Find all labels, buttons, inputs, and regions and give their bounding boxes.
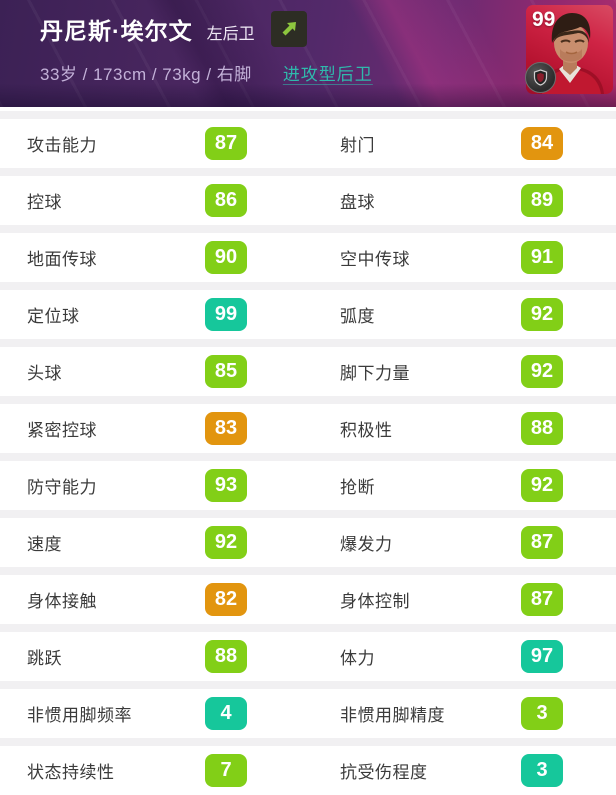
stat-label: 身体控制 bbox=[340, 592, 410, 611]
stat-row: 紧密控球 83 积极性 88 bbox=[0, 396, 616, 453]
stat-label: 速度 bbox=[27, 535, 62, 554]
stat-value-badge: 3 bbox=[521, 754, 563, 787]
player-stats-list: 攻击能力 87 射门 84 控球 86 盘球 89 地面传球 90 空中传球 9… bbox=[0, 107, 616, 795]
stat-row: 定位球 99 弧度 92 bbox=[0, 282, 616, 339]
stat-value-badge: 87 bbox=[521, 526, 563, 559]
stat-value-badge: 85 bbox=[205, 355, 247, 388]
stat-cell: 定位球 99 bbox=[0, 290, 308, 339]
stat-label: 非惯用脚精度 bbox=[340, 706, 445, 725]
stat-row: 速度 92 爆发力 87 bbox=[0, 510, 616, 567]
stat-cell: 积极性 88 bbox=[308, 404, 616, 453]
player-portrait bbox=[538, 13, 604, 94]
stat-label: 抢断 bbox=[340, 478, 375, 497]
club-shield-icon bbox=[533, 69, 548, 86]
stat-label: 体力 bbox=[340, 649, 375, 668]
playing-style-link[interactable]: 进攻型后卫 bbox=[282, 65, 373, 84]
stat-label: 射门 bbox=[340, 136, 375, 155]
stat-cell: 攻击能力 87 bbox=[0, 119, 308, 168]
stat-row: 地面传球 90 空中传球 91 bbox=[0, 225, 616, 282]
stat-label: 状态持续性 bbox=[27, 763, 115, 782]
stat-cell: 弧度 92 bbox=[308, 290, 616, 339]
stat-cell: 头球 85 bbox=[0, 347, 308, 396]
stat-value-badge: 93 bbox=[205, 469, 247, 502]
stat-label: 空中传球 bbox=[340, 250, 410, 269]
stat-value-badge: 82 bbox=[205, 583, 247, 616]
stat-row: 控球 86 盘球 89 bbox=[0, 168, 616, 225]
stat-cell: 控球 86 bbox=[0, 176, 308, 225]
stat-label: 积极性 bbox=[340, 421, 393, 440]
stat-cell: 体力 97 bbox=[308, 632, 616, 681]
club-badge bbox=[525, 62, 556, 93]
stat-label: 跳跃 bbox=[27, 649, 62, 668]
stat-value-badge: 88 bbox=[205, 640, 247, 673]
stat-value-badge: 84 bbox=[521, 127, 563, 160]
stat-cell: 紧密控球 83 bbox=[0, 404, 308, 453]
player-card-background bbox=[526, 5, 613, 94]
stat-value-badge: 92 bbox=[521, 469, 563, 502]
stat-value-badge: 89 bbox=[521, 184, 563, 217]
stat-row: 跳跃 88 体力 97 bbox=[0, 624, 616, 681]
stat-row: 状态持续性 7 抗受伤程度 3 bbox=[0, 738, 616, 795]
stat-value-badge: 3 bbox=[521, 697, 563, 730]
stat-cell: 跳跃 88 bbox=[0, 632, 308, 681]
stat-cell: 脚下力量 92 bbox=[308, 347, 616, 396]
stat-label: 地面传球 bbox=[27, 250, 97, 269]
stat-label: 定位球 bbox=[27, 307, 80, 326]
stat-value-badge: 92 bbox=[205, 526, 247, 559]
stat-label: 头球 bbox=[27, 364, 62, 383]
stat-cell: 地面传球 90 bbox=[0, 233, 308, 282]
stat-label: 控球 bbox=[27, 193, 62, 212]
stat-cell: 防守能力 93 bbox=[0, 461, 308, 510]
player-header: 丹尼斯·埃尔文 左后卫 33岁 / 173cm / 73kg / 右脚 进攻型后… bbox=[0, 0, 616, 107]
stat-label: 抗受伤程度 bbox=[340, 763, 428, 782]
stat-cell: 抗受伤程度 3 bbox=[308, 746, 616, 795]
stat-label: 脚下力量 bbox=[340, 364, 410, 383]
stat-value-badge: 97 bbox=[521, 640, 563, 673]
stat-cell: 抢断 92 bbox=[308, 461, 616, 510]
form-trend-badge bbox=[270, 11, 307, 47]
stat-value-badge: 92 bbox=[521, 298, 563, 331]
stat-cell: 身体控制 87 bbox=[308, 575, 616, 624]
stat-label: 非惯用脚频率 bbox=[27, 706, 132, 725]
stat-label: 攻击能力 bbox=[27, 136, 97, 155]
player-position: 左后卫 bbox=[206, 25, 255, 43]
stat-value-badge: 7 bbox=[205, 754, 247, 787]
stat-value-badge: 87 bbox=[205, 127, 247, 160]
stat-value-badge: 87 bbox=[521, 583, 563, 616]
stat-cell: 非惯用脚精度 3 bbox=[308, 689, 616, 738]
stat-cell: 空中传球 91 bbox=[308, 233, 616, 282]
stat-row: 防守能力 93 抢断 92 bbox=[0, 453, 616, 510]
arrow-up-right-icon bbox=[282, 22, 296, 36]
player-name: 丹尼斯·埃尔文 bbox=[40, 18, 193, 44]
player-bio-info: 33岁 / 173cm / 73kg / 右脚 bbox=[40, 65, 252, 84]
stat-cell: 非惯用脚频率 4 bbox=[0, 689, 308, 738]
stat-label: 弧度 bbox=[340, 307, 375, 326]
stat-label: 爆发力 bbox=[340, 535, 393, 554]
stat-value-badge: 92 bbox=[521, 355, 563, 388]
stat-value-badge: 83 bbox=[205, 412, 247, 445]
player-overall-rating: 99 bbox=[532, 8, 556, 31]
stat-row: 头球 85 脚下力量 92 bbox=[0, 339, 616, 396]
stat-value-badge: 88 bbox=[521, 412, 563, 445]
stat-value-badge: 99 bbox=[205, 298, 247, 331]
stat-label: 盘球 bbox=[340, 193, 375, 212]
stat-value-badge: 91 bbox=[521, 241, 563, 274]
stat-row: 攻击能力 87 射门 84 bbox=[0, 111, 616, 168]
stat-row: 非惯用脚频率 4 非惯用脚精度 3 bbox=[0, 681, 616, 738]
stat-cell: 盘球 89 bbox=[308, 176, 616, 225]
stat-cell: 身体接触 82 bbox=[0, 575, 308, 624]
stat-label: 防守能力 bbox=[27, 478, 97, 497]
stat-row: 身体接触 82 身体控制 87 bbox=[0, 567, 616, 624]
stat-cell: 射门 84 bbox=[308, 119, 616, 168]
stat-label: 紧密控球 bbox=[27, 421, 97, 440]
stat-label: 身体接触 bbox=[27, 592, 97, 611]
stat-value-badge: 86 bbox=[205, 184, 247, 217]
player-card-thumbnail[interactable]: 99 bbox=[525, 5, 613, 94]
stat-value-badge: 90 bbox=[205, 241, 247, 274]
stat-cell: 速度 92 bbox=[0, 518, 308, 567]
stat-value-badge: 4 bbox=[205, 697, 247, 730]
stat-cell: 爆发力 87 bbox=[308, 518, 616, 567]
stat-cell: 状态持续性 7 bbox=[0, 746, 308, 795]
